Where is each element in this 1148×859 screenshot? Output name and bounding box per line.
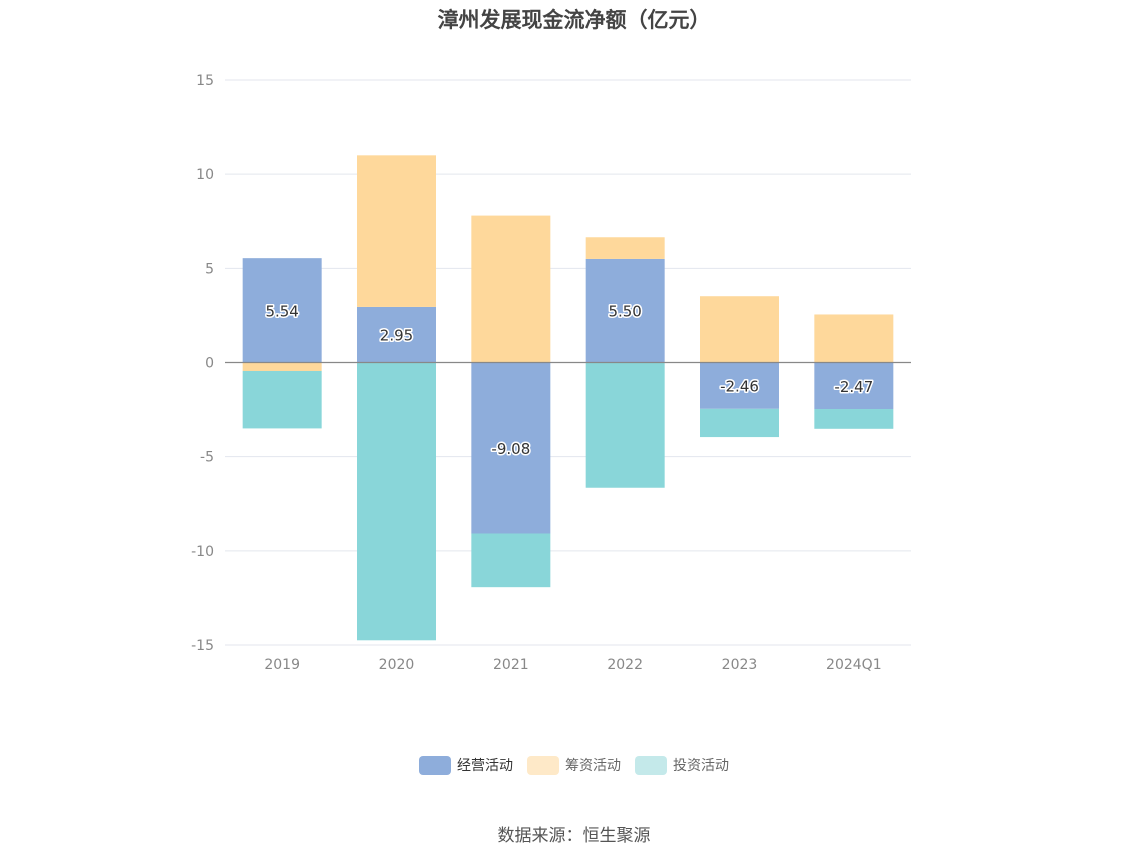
y-tick-label-4: -5 xyxy=(200,450,214,466)
data-label-2019: 5.54 xyxy=(265,302,298,320)
legend-label-operating: 经营活动 xyxy=(457,758,513,774)
legend-label-financing: 筹资活动 xyxy=(565,758,621,774)
bar-2020-series-1 xyxy=(357,155,436,307)
bar-2024q1-series-0 xyxy=(814,362,894,410)
bar-2019-series-0 xyxy=(242,258,322,363)
data-label-2021: -9.08 xyxy=(491,440,530,458)
bar-2024q1-series-1 xyxy=(814,314,894,363)
bar-2021-series-0 xyxy=(471,362,551,534)
bar-2023-series-0 xyxy=(700,362,779,409)
bar-2019-series-1 xyxy=(242,362,322,371)
chart-title: 漳州发展现金流净额（亿元） xyxy=(437,8,711,32)
data-source: 数据来源：恒生聚源 xyxy=(497,826,651,846)
bar-2020-series-2 xyxy=(357,362,436,641)
y-tick-label-1: 10 xyxy=(196,167,214,183)
bar-2022-series-0 xyxy=(585,258,665,363)
legend-item-investing[interactable]: 投资活动 xyxy=(635,755,729,775)
bar-2023-series-2 xyxy=(700,408,779,438)
legend: 经营活动 筹资活动 投资活动 xyxy=(0,755,1148,775)
legend-item-financing[interactable]: 筹资活动 xyxy=(527,755,621,775)
data-label-2023: -2.46 xyxy=(720,378,759,396)
bar-2022-series-2 xyxy=(585,362,665,488)
x-tick-label-2019: 2019 xyxy=(264,657,300,673)
x-tick-label-2024q1: 2024Q1 xyxy=(826,657,882,673)
y-tick-label-5: -10 xyxy=(191,544,214,560)
y-tick-label-0: 15 xyxy=(196,73,214,89)
x-tick-label-2023: 2023 xyxy=(722,657,758,673)
data-label-2020: 2.95 xyxy=(380,327,413,345)
legend-item-operating[interactable]: 经营活动 xyxy=(419,755,513,775)
bar-2021-series-2 xyxy=(471,533,551,588)
legend-swatch-investing xyxy=(635,755,667,775)
bar-2020-series-0 xyxy=(357,306,436,363)
y-tick-label-3: 0 xyxy=(205,356,214,372)
y-tick-label-2: 5 xyxy=(205,261,214,277)
bar-2023-series-1 xyxy=(700,296,779,363)
x-tick-label-2022: 2022 xyxy=(607,657,643,673)
y-tick-label-6: -15 xyxy=(191,638,214,654)
legend-swatch-operating xyxy=(419,755,451,775)
bar-2022-series-1 xyxy=(585,237,665,259)
data-label-2024q1: -2.47 xyxy=(834,378,873,396)
data-label-2022: 5.50 xyxy=(608,303,641,321)
legend-swatch-financing xyxy=(527,755,559,775)
bar-2021-series-1 xyxy=(471,215,551,363)
bar-2024q1-series-2 xyxy=(814,409,894,429)
x-tick-label-2021: 2021 xyxy=(493,657,529,673)
bar-2019-series-2 xyxy=(242,370,322,429)
legend-label-investing: 投资活动 xyxy=(673,758,729,774)
x-tick-label-2020: 2020 xyxy=(379,657,415,673)
